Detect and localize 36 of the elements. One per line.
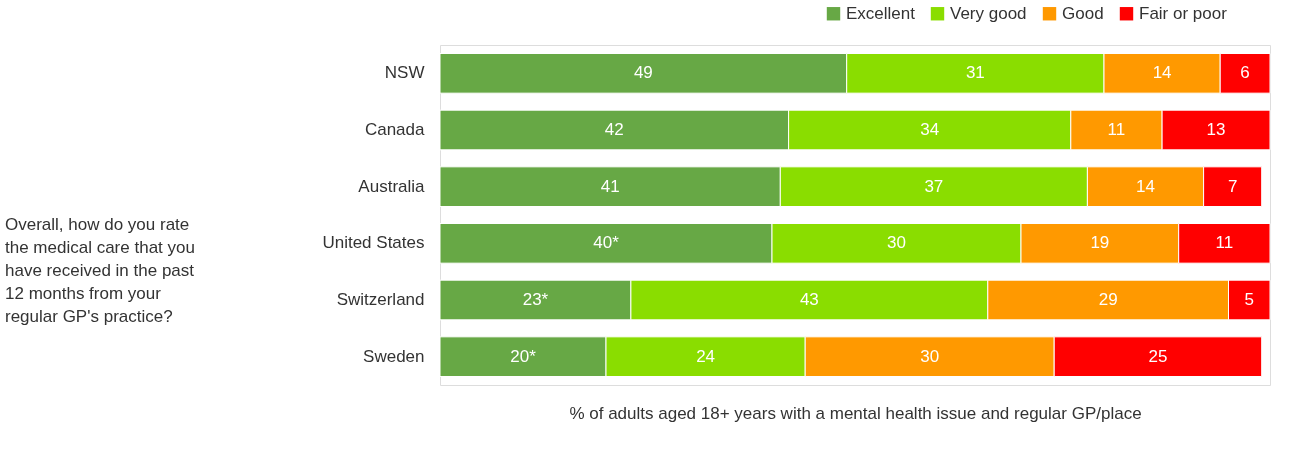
legend-label: Very good [950, 3, 1027, 23]
data-label: 14 [1152, 63, 1172, 83]
data-label: 43 [799, 290, 819, 309]
data-label: 31 [965, 63, 985, 83]
data-label: 42 [604, 120, 624, 139]
data-label: 11 [1215, 233, 1234, 253]
data-label: 49 [633, 63, 653, 83]
data-label: 14 [1136, 176, 1155, 196]
data-label: 24 [696, 346, 716, 366]
text: Overall, how do you rate the medical care that you have received in the past 12 months from your regular GP's practice? [5, 215, 195, 326]
data-label: 41 [600, 176, 620, 196]
data-label: 29 [1098, 290, 1118, 309]
data-label: 7 [1227, 176, 1238, 196]
data-label: 34 [920, 120, 940, 139]
data-label: 13 [1206, 120, 1226, 139]
data-label: 37 [924, 176, 944, 196]
legend-label: Excellent [846, 3, 916, 23]
y-tick-label: Australia [358, 176, 426, 196]
data-label: 5 [1244, 290, 1254, 309]
y-tick-label: United States [322, 233, 425, 253]
y-tick-label: Switzerland [336, 290, 425, 309]
data-label: 30 [920, 346, 940, 366]
data-label: 23* [522, 290, 549, 309]
y-tick-label: NSW [384, 63, 425, 83]
legend-label: Good [1062, 3, 1104, 23]
data-label: 19 [1090, 233, 1110, 253]
data-label: 11 [1107, 120, 1126, 139]
data-label: 40* [593, 233, 620, 253]
data-label: 20* [510, 346, 537, 366]
data-label: 30 [887, 233, 906, 253]
data-label: 6 [1240, 63, 1250, 83]
data-label: 25 [1148, 346, 1168, 366]
y-tick-label: Canada [364, 120, 426, 139]
legend-label: Fair or poor [1139, 3, 1228, 23]
y-tick-label: Sweden [363, 346, 425, 366]
x-axis-title: % of adults aged 18+ years with a mental health issue and regular GP/place [569, 403, 1142, 423]
